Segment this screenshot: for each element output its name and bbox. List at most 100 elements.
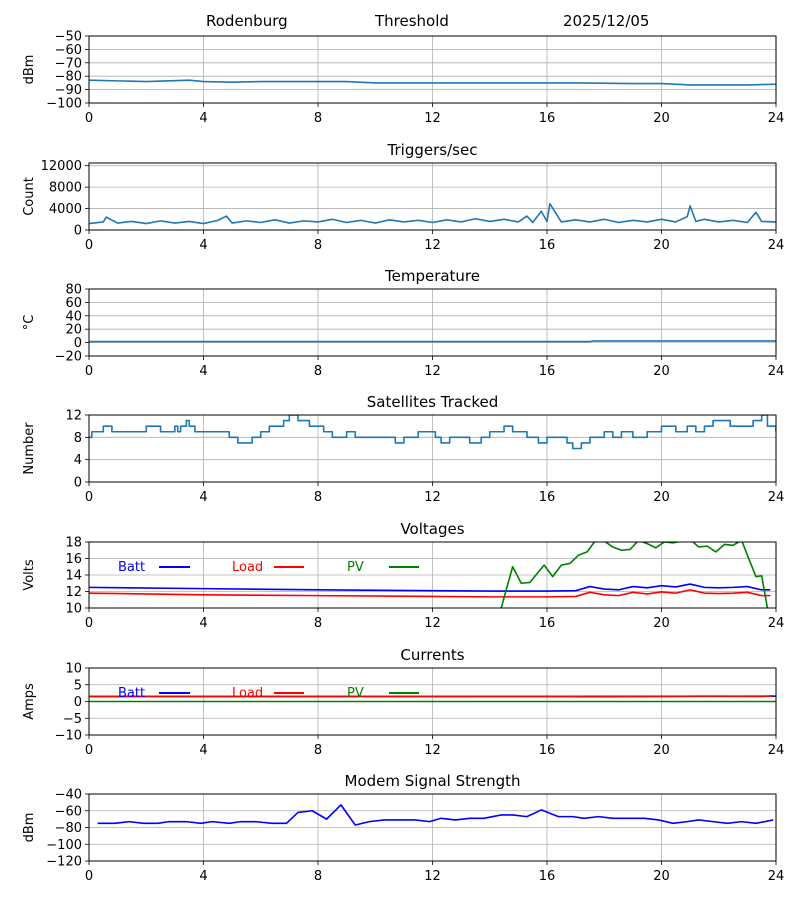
chart-title: Modem Signal Strength bbox=[345, 772, 521, 790]
y-tick-label: −60 bbox=[55, 43, 82, 58]
y-axis-label: dBm bbox=[22, 813, 37, 843]
x-tick-label: 4 bbox=[199, 490, 207, 505]
x-tick-label: 20 bbox=[653, 616, 670, 631]
y-tick-label: 12000 bbox=[41, 159, 82, 174]
y-tick-label: 80 bbox=[65, 283, 82, 298]
y-tick-label: 10 bbox=[65, 662, 82, 677]
y-tick-label: 0 bbox=[74, 336, 82, 351]
x-tick-label: 24 bbox=[768, 111, 785, 126]
x-tick-label: 4 bbox=[199, 616, 207, 631]
mode-title: Threshold bbox=[375, 12, 449, 30]
x-tick-label: 0 bbox=[85, 111, 93, 126]
x-tick-label: 4 bbox=[199, 869, 207, 884]
series-line-modem bbox=[97, 804, 774, 826]
y-tick-label: 8 bbox=[74, 431, 82, 446]
legend-label-batt: Batt bbox=[118, 686, 145, 701]
x-tick-label: 16 bbox=[539, 616, 556, 631]
y-tick-label: −100 bbox=[46, 838, 82, 853]
x-tick-label: 24 bbox=[768, 490, 785, 505]
x-tick-label: 0 bbox=[85, 743, 93, 758]
x-tick-label: 16 bbox=[539, 238, 556, 253]
y-tick-label: 60 bbox=[65, 296, 82, 311]
y-tick-label: 12 bbox=[65, 585, 82, 600]
series-line-load bbox=[89, 589, 771, 598]
y-tick-label: 20 bbox=[65, 323, 82, 338]
y-tick-label: −5 bbox=[63, 712, 82, 727]
chart-satellites: 0 4 8 12 16 20 24 0 4 8 12 Number Satellites Tracked bbox=[22, 393, 784, 505]
y-axis-label: Number bbox=[22, 422, 37, 475]
x-tick-label: 20 bbox=[653, 490, 670, 505]
chart-title: Currents bbox=[400, 646, 464, 664]
y-tick-label: −100 bbox=[46, 97, 82, 112]
x-tick-label: 24 bbox=[768, 364, 785, 379]
y-tick-label: −80 bbox=[55, 70, 82, 85]
chart-modem: 0 4 8 12 16 20 24 −120 −100 −80 −60−40 dBm Modem Sig… bbox=[22, 772, 784, 884]
y-tick-label: 0 bbox=[74, 224, 82, 239]
chart-title: Temperature bbox=[384, 267, 480, 285]
x-tick-label: 0 bbox=[85, 869, 93, 884]
y-tick-label: 4000 bbox=[49, 202, 82, 217]
y-tick-label: 5 bbox=[74, 678, 82, 693]
x-tick-label: 20 bbox=[653, 743, 670, 758]
series-line-load bbox=[89, 695, 774, 698]
x-tick-label: 12 bbox=[424, 111, 441, 126]
x-tick-label: 0 bbox=[85, 616, 93, 631]
x-tick-label: 12 bbox=[424, 743, 441, 758]
series-line-batt bbox=[89, 583, 771, 592]
x-tick-label: 4 bbox=[199, 238, 207, 253]
x-tick-label: 16 bbox=[539, 743, 556, 758]
x-tick-label: 12 bbox=[424, 238, 441, 253]
legend-label-pv: PV bbox=[347, 560, 364, 575]
y-axis-label: °C bbox=[22, 315, 37, 331]
y-tick-label: −10 bbox=[55, 729, 82, 744]
legend-label-pv: PV bbox=[347, 686, 364, 701]
x-tick-label: 8 bbox=[314, 743, 322, 758]
legend-label-load: Load bbox=[232, 560, 263, 575]
y-axis-label: Volts bbox=[22, 559, 37, 591]
chart-title: Triggers/sec bbox=[387, 141, 478, 159]
station-title: Rodenburg bbox=[206, 12, 288, 30]
x-tick-label: 4 bbox=[199, 364, 207, 379]
y-tick-label: −80 bbox=[55, 821, 82, 836]
x-tick-label: 24 bbox=[768, 238, 785, 253]
x-tick-label: 16 bbox=[539, 111, 556, 126]
x-tick-label: 24 bbox=[768, 616, 785, 631]
x-tick-label: 8 bbox=[314, 869, 322, 884]
chart-currents: 0 4 8 12 16 20 24 −10 −5 0 510 Amps Currents Batt Load… bbox=[22, 646, 784, 758]
x-tick-label: 0 bbox=[85, 490, 93, 505]
y-tick-label: −120 bbox=[46, 855, 82, 870]
y-tick-label: −50 bbox=[55, 30, 82, 45]
y-tick-label: 0 bbox=[74, 695, 82, 710]
legend-label-batt: Batt bbox=[118, 560, 145, 575]
x-tick-label: 16 bbox=[539, 869, 556, 884]
y-tick-label: 12 bbox=[65, 409, 82, 424]
x-tick-label: 8 bbox=[314, 111, 322, 126]
y-tick-label: 14 bbox=[65, 569, 82, 584]
chart-triggers: 0 4 8 12 16 20 24 0 4000 8000 12000 Count Triggers/s… bbox=[22, 141, 784, 253]
x-tick-label: 0 bbox=[85, 238, 93, 253]
series-line-rssi bbox=[89, 79, 776, 86]
chart-title: Voltages bbox=[400, 520, 464, 538]
series-line-satellites bbox=[89, 415, 776, 450]
y-tick-label: −60 bbox=[55, 804, 82, 819]
x-tick-label: 24 bbox=[768, 869, 785, 884]
date-title: 2025/12/05 bbox=[563, 12, 650, 30]
x-tick-label: 20 bbox=[653, 238, 670, 253]
x-tick-label: 12 bbox=[424, 364, 441, 379]
y-tick-label: −40 bbox=[55, 788, 82, 803]
y-tick-label: −20 bbox=[55, 350, 82, 365]
x-tick-label: 8 bbox=[314, 616, 322, 631]
x-tick-label: 16 bbox=[539, 364, 556, 379]
x-tick-label: 8 bbox=[314, 490, 322, 505]
x-tick-label: 20 bbox=[653, 364, 670, 379]
x-tick-label: 0 bbox=[85, 364, 93, 379]
x-tick-label: 4 bbox=[199, 111, 207, 126]
series-line-triggers bbox=[89, 202, 776, 225]
series-line-temperature bbox=[89, 340, 776, 343]
x-tick-label: 16 bbox=[539, 490, 556, 505]
chart-rssi: 0 4 8 12 16 20 24 −100−90−80−70−60−50 dBm bbox=[22, 30, 784, 127]
x-tick-label: 4 bbox=[199, 743, 207, 758]
x-tick-label: 8 bbox=[314, 364, 322, 379]
